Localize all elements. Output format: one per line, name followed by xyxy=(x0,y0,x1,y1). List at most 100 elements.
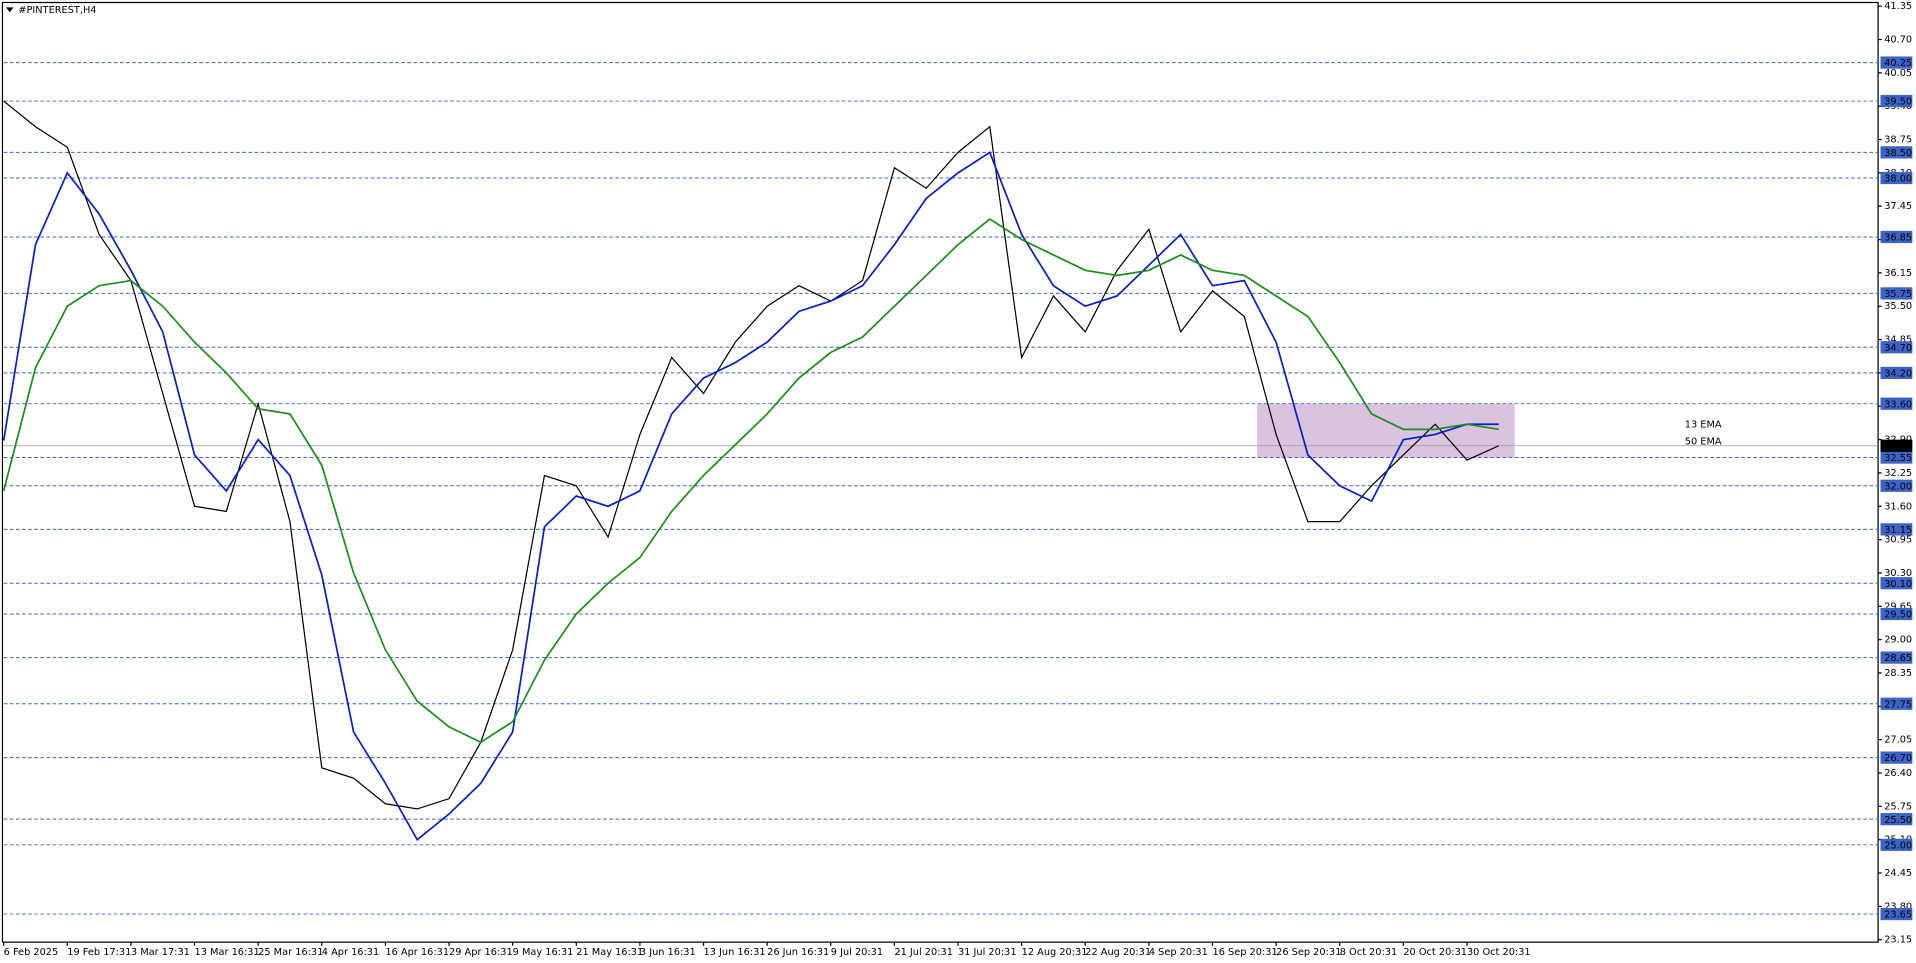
level-label-box xyxy=(1880,838,1913,851)
level-label-box xyxy=(1880,523,1913,536)
x-tick-label: 6 Feb 2025 xyxy=(4,947,59,958)
level-label-box xyxy=(1880,651,1913,664)
x-tick-label: 26 Sep 20:31 xyxy=(1276,947,1341,958)
level-label-box xyxy=(1880,451,1913,464)
level-label: 40.25 xyxy=(1884,58,1912,69)
lines-layer xyxy=(2,100,1500,841)
y-tick-label: 36.15 xyxy=(1884,268,1912,279)
x-tick-label: 13 Mar 16:31 xyxy=(195,947,260,958)
axis-layer: 23.1523.8024.4525.1025.7526.4027.0527.70… xyxy=(3,1,1913,958)
x-tick-label: 9 Jul 20:31 xyxy=(831,947,883,958)
level-label: 32.00 xyxy=(1884,481,1912,492)
level-label: 39.50 xyxy=(1884,97,1912,108)
y-tick-label: 32.25 xyxy=(1884,468,1912,479)
y-tick-label: 26.40 xyxy=(1884,768,1912,779)
x-tick-label: 12 Aug 20:31 xyxy=(1022,947,1088,958)
level-label: 25.50 xyxy=(1884,815,1912,826)
level-label-box xyxy=(1880,146,1913,159)
x-tick-label: 22 Aug 20:31 xyxy=(1085,947,1151,958)
y-tick-label: 25.75 xyxy=(1884,801,1912,812)
level-label-box xyxy=(1880,366,1913,380)
y-tick-label: 38.75 xyxy=(1884,135,1912,146)
zone-layer xyxy=(1257,403,1515,458)
level-label-box xyxy=(1880,287,1913,300)
level-label: 29.50 xyxy=(1884,610,1912,621)
y-tick-label: 28.35 xyxy=(1884,668,1912,679)
y-tick-label: 29.65 xyxy=(1884,601,1912,612)
level-label: 38.50 xyxy=(1884,148,1912,159)
ema-line xyxy=(2,151,1499,841)
y-tick-label: 31.60 xyxy=(1884,501,1912,512)
x-tick-label: 21 Jul 20:31 xyxy=(894,947,953,958)
y-tick-label: 30.30 xyxy=(1884,568,1912,579)
level-label-box xyxy=(1880,171,1913,185)
level-label: 23.65 xyxy=(1884,910,1912,921)
level-label-box xyxy=(1880,577,1913,590)
level-label: 38.00 xyxy=(1884,174,1912,185)
x-tick-label: 20 Oct 20:31 xyxy=(1403,947,1467,958)
level-label: 36.85 xyxy=(1884,233,1912,244)
x-tick-label: 4 Sep 20:31 xyxy=(1149,947,1208,958)
level-label: 26.70 xyxy=(1884,753,1912,764)
level-label-box xyxy=(1880,397,1913,410)
zone-rect xyxy=(1257,403,1515,458)
x-tick-label: 3 Mar 17:31 xyxy=(131,947,190,958)
x-tick-label: 31 Jul 20:31 xyxy=(958,947,1017,958)
level-label: 34.70 xyxy=(1884,343,1912,354)
price-line xyxy=(3,100,1500,810)
x-tick-label: 3 Jun 16:31 xyxy=(640,947,696,958)
level-label-box xyxy=(1880,607,1913,621)
x-tick-label: 16 Apr 16:31 xyxy=(385,947,449,958)
y-tick-label: 30.95 xyxy=(1884,535,1912,546)
level-label: 31.15 xyxy=(1884,525,1912,536)
level-label-box xyxy=(1880,813,1913,826)
y-tick-label: 34.85 xyxy=(1884,335,1912,346)
level-label-box xyxy=(1880,56,1913,69)
level-label-box xyxy=(1880,341,1913,354)
level-label-box xyxy=(1880,697,1913,710)
y-tick-label: 23.15 xyxy=(1884,935,1912,946)
y-tick-label: 29.00 xyxy=(1884,635,1912,646)
y-tick-label: 40.70 xyxy=(1884,35,1912,46)
menu-arrow[interactable] xyxy=(6,7,14,13)
level-label: 30.10 xyxy=(1884,579,1912,590)
x-tick-label: 30 Oct 20:31 xyxy=(1467,947,1531,958)
level-label: 34.20 xyxy=(1884,369,1912,380)
y-tick-label: 27.05 xyxy=(1884,735,1912,746)
legend-entry: 50 EMA xyxy=(1685,437,1722,448)
level-label: 33.60 xyxy=(1884,399,1912,410)
chart-title: #PINTEREST,H4 xyxy=(18,5,96,16)
level-label-box xyxy=(1880,479,1913,492)
y-tick-label: 24.45 xyxy=(1884,868,1912,879)
x-tick-label: 19 Feb 17:31 xyxy=(67,947,131,958)
x-tick-label: 4 Apr 16:31 xyxy=(322,947,379,958)
y-tick-label: 35.50 xyxy=(1884,301,1912,312)
x-tick-label: 21 May 16:31 xyxy=(576,947,643,958)
level-label: 27.75 xyxy=(1884,699,1912,710)
level-label: 28.65 xyxy=(1884,653,1912,664)
y-tick-label: 40.05 xyxy=(1884,68,1912,79)
level-label-box xyxy=(1880,751,1913,764)
x-tick-label: 13 Jun 16:31 xyxy=(704,947,766,958)
y-tick-label: 23.80 xyxy=(1884,901,1912,912)
x-tick-label: 16 Sep 20:31 xyxy=(1212,947,1277,958)
last-price-label: 32.78 xyxy=(1884,441,1912,452)
x-tick-label: 8 Oct 20:31 xyxy=(1340,947,1397,958)
legend-entry: 13 EMA xyxy=(1685,420,1722,431)
x-tick-label: 9 May 16:31 xyxy=(513,947,574,958)
last-price-box xyxy=(1880,439,1913,452)
y-tick-label: 41.35 xyxy=(1884,1,1912,12)
y-tick-label: 37.45 xyxy=(1884,201,1912,212)
ema-line xyxy=(2,217,1499,744)
level-label-box xyxy=(1880,94,1913,108)
x-tick-label: 26 Jun 16:31 xyxy=(767,947,829,958)
level-label-box xyxy=(1880,907,1913,921)
level-label-box xyxy=(1880,230,1913,244)
x-tick-label: 29 Apr 16:31 xyxy=(449,947,513,958)
x-tick-label: 25 Mar 16:31 xyxy=(258,947,323,958)
level-label: 32.55 xyxy=(1884,453,1912,464)
level-label: 25.00 xyxy=(1884,840,1912,851)
